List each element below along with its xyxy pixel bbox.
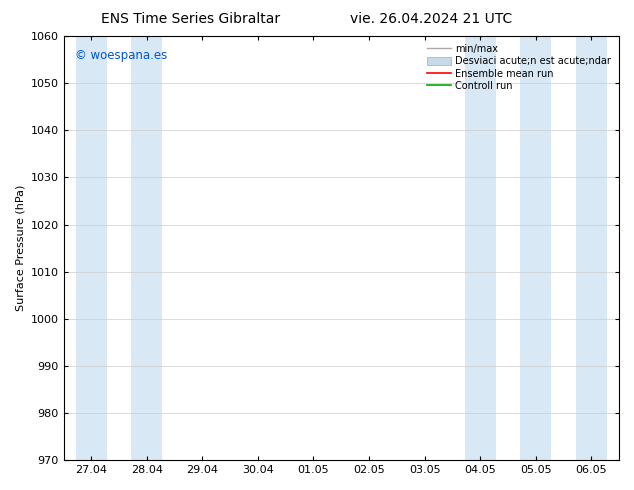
Bar <box>465 36 496 460</box>
Text: vie. 26.04.2024 21 UTC: vie. 26.04.2024 21 UTC <box>350 12 512 26</box>
Bar <box>520 36 551 460</box>
Bar <box>131 36 162 460</box>
Bar <box>75 36 107 460</box>
Bar <box>576 36 607 460</box>
Y-axis label: Surface Pressure (hPa): Surface Pressure (hPa) <box>15 185 25 311</box>
Text: ENS Time Series Gibraltar: ENS Time Series Gibraltar <box>101 12 280 26</box>
Text: © woespana.es: © woespana.es <box>75 49 167 62</box>
Legend: min/max, Desviaci acute;n est acute;ndar, Ensemble mean run, Controll run: min/max, Desviaci acute;n est acute;ndar… <box>424 41 614 94</box>
